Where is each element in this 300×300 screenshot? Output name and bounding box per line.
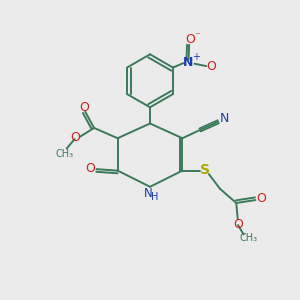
Text: O: O: [207, 60, 217, 73]
Text: O: O: [233, 218, 243, 231]
Text: O: O: [70, 131, 80, 144]
Text: O: O: [85, 162, 95, 175]
Text: S: S: [200, 163, 210, 177]
Text: O: O: [256, 192, 266, 206]
Text: N: N: [183, 56, 194, 69]
Text: O: O: [185, 33, 195, 46]
Text: CH₃: CH₃: [55, 149, 74, 159]
Text: CH₃: CH₃: [240, 233, 258, 243]
Text: ⁻: ⁻: [194, 32, 200, 42]
Text: N: N: [220, 112, 230, 125]
Text: O: O: [79, 101, 89, 114]
Text: N: N: [144, 187, 153, 200]
Text: H: H: [151, 192, 158, 202]
Text: +: +: [192, 52, 200, 62]
